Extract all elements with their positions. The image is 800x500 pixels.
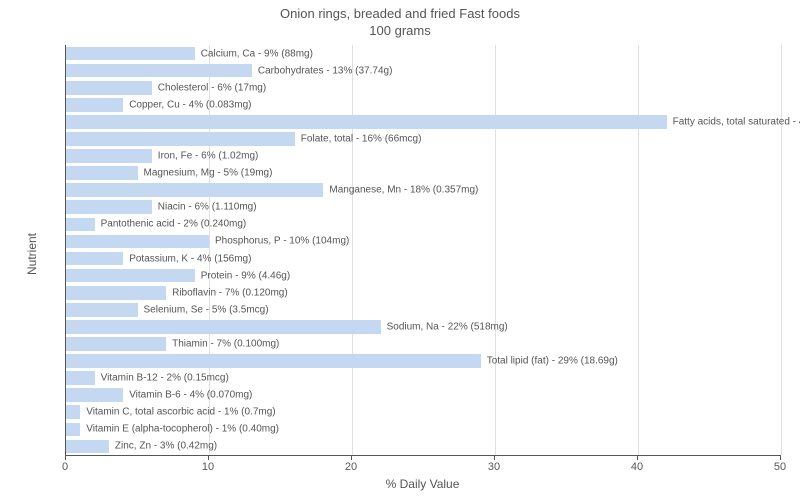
nutrition-chart: Onion rings, breaded and fried Fast food…: [0, 0, 800, 500]
nutrient-label: Cholesterol - 6% (17mg): [158, 82, 266, 93]
nutrient-bar: [66, 423, 80, 437]
x-tick: [637, 455, 638, 460]
nutrient-bar: [66, 388, 123, 402]
nutrient-label: Calcium, Ca - 9% (88mg): [201, 48, 313, 59]
x-tick: [65, 455, 66, 460]
x-tick-label: 10: [202, 461, 214, 473]
nutrient-label: Vitamin E (alpha-tocopherol) - 1% (0.40m…: [86, 424, 279, 435]
gridline: [495, 45, 496, 455]
nutrient-bar: [66, 218, 95, 232]
y-axis-label: Nutrient: [25, 233, 39, 275]
nutrient-label: Sodium, Na - 22% (518mg): [387, 321, 508, 332]
nutrient-bar: [66, 320, 381, 334]
x-tick-label: 30: [488, 461, 500, 473]
gridline: [352, 45, 353, 455]
nutrient-label: Total lipid (fat) - 29% (18.69g): [487, 356, 618, 367]
x-tick: [780, 455, 781, 460]
nutrient-label: Fatty acids, total saturated - 42% (8.37…: [673, 116, 800, 127]
nutrient-label: Manganese, Mn - 18% (0.357mg): [329, 185, 478, 196]
nutrient-label: Copper, Cu - 4% (0.083mg): [129, 99, 251, 110]
x-tick: [208, 455, 209, 460]
x-tick-label: 50: [774, 461, 786, 473]
chart-title-line1: Onion rings, breaded and fried Fast food…: [0, 6, 800, 23]
x-tick-label: 20: [345, 461, 357, 473]
nutrient-bar: [66, 337, 166, 351]
nutrient-label: Folate, total - 16% (66mcg): [301, 133, 422, 144]
nutrient-bar: [66, 98, 123, 112]
nutrient-label: Pantothenic acid - 2% (0.240mg): [101, 219, 247, 230]
nutrient-bar: [66, 235, 209, 249]
gridline: [781, 45, 782, 455]
nutrient-label: Iron, Fe - 6% (1.02mg): [158, 151, 259, 162]
nutrient-bar: [66, 149, 152, 163]
nutrient-label: Potassium, K - 4% (156mg): [129, 253, 251, 264]
nutrient-bar: [66, 132, 295, 146]
nutrient-label: Selenium, Se - 5% (3.5mcg): [144, 304, 269, 315]
nutrient-label: Vitamin C, total ascorbic acid - 1% (0.7…: [86, 407, 275, 418]
plot-area: Calcium, Ca - 9% (88mg) Carbohydrates - 1…: [65, 45, 781, 456]
nutrient-label: Magnesium, Mg - 5% (19mg): [144, 168, 273, 179]
nutrient-bar: [66, 405, 80, 419]
nutrient-label: Zinc, Zn - 3% (0.42mg): [115, 441, 217, 452]
nutrient-label: Riboflavin - 7% (0.120mg): [172, 287, 288, 298]
nutrient-bar: [66, 303, 138, 317]
nutrient-bar: [66, 166, 138, 180]
nutrient-bar: [66, 115, 667, 129]
nutrient-label: Thiamin - 7% (0.100mg): [172, 338, 279, 349]
nutrient-bar: [66, 440, 109, 454]
chart-title: Onion rings, breaded and fried Fast food…: [0, 6, 800, 40]
nutrient-bar: [66, 252, 123, 266]
x-tick-label: 0: [62, 461, 68, 473]
nutrient-label: Vitamin B-12 - 2% (0.15mcg): [101, 373, 229, 384]
chart-title-line2: 100 grams: [0, 23, 800, 40]
x-tick-label: 40: [631, 461, 643, 473]
nutrient-bar: [66, 286, 166, 300]
nutrient-label: Protein - 9% (4.46g): [201, 270, 291, 281]
x-axis-label: % Daily Value: [65, 477, 780, 491]
x-tick: [351, 455, 352, 460]
nutrient-label: Niacin - 6% (1.110mg): [158, 202, 257, 213]
nutrient-bar: [66, 64, 252, 78]
nutrient-label: Phosphorus, P - 10% (104mg): [215, 236, 349, 247]
nutrient-label: Vitamin B-6 - 4% (0.070mg): [129, 390, 252, 401]
nutrient-bar: [66, 269, 195, 283]
gridline: [638, 45, 639, 455]
nutrient-bar: [66, 354, 481, 368]
nutrient-bar: [66, 371, 95, 385]
nutrient-label: Carbohydrates - 13% (37.74g): [258, 65, 393, 76]
x-tick: [494, 455, 495, 460]
nutrient-bar: [66, 183, 323, 197]
nutrient-bar: [66, 200, 152, 214]
nutrient-bar: [66, 47, 195, 61]
nutrient-bar: [66, 81, 152, 95]
